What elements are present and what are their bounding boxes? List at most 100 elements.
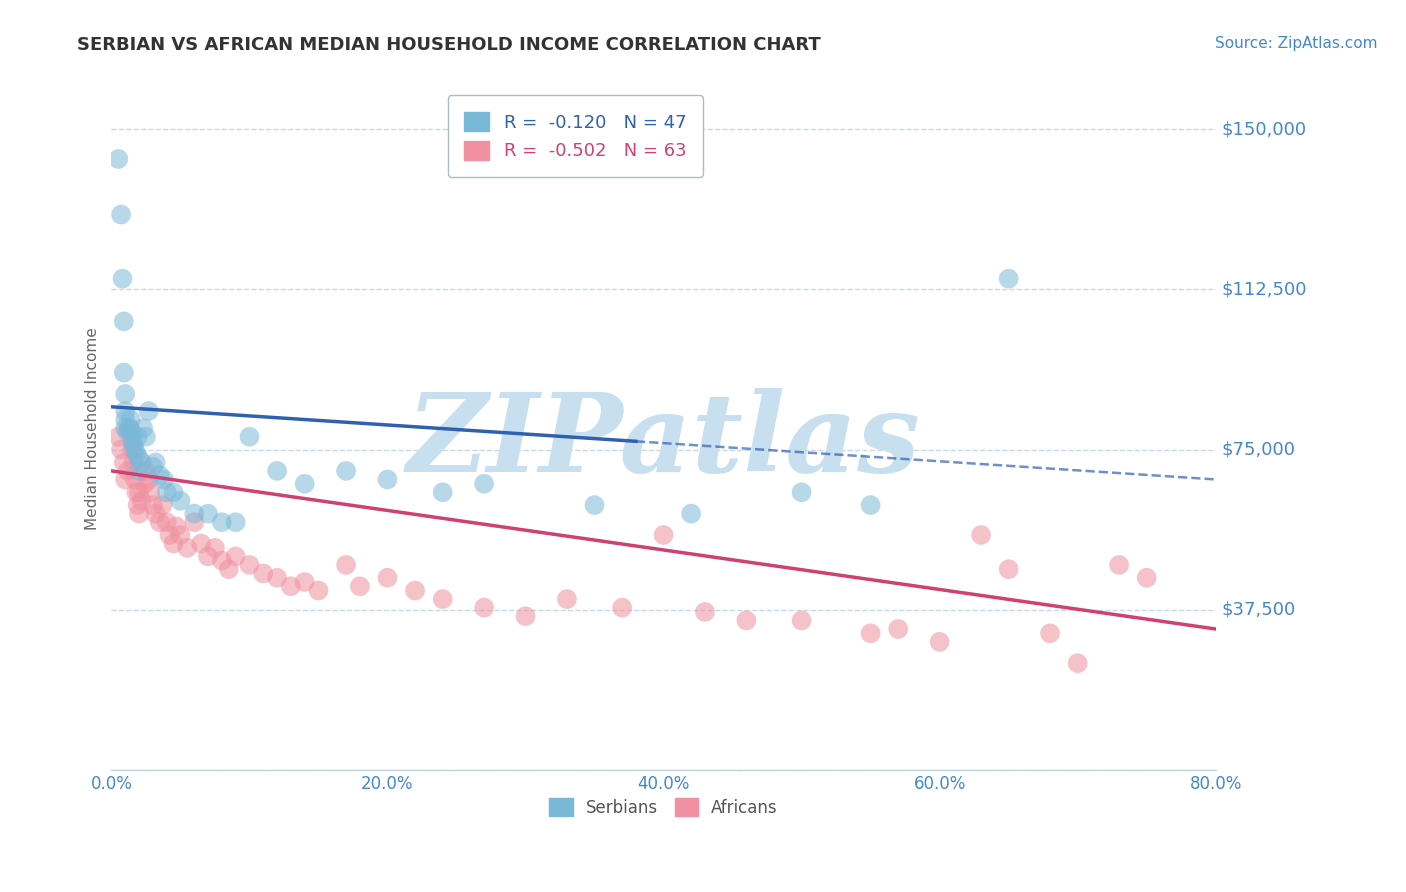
Point	[204, 541, 226, 555]
Point	[112, 366, 135, 380]
Point	[138, 473, 160, 487]
Point	[472, 476, 495, 491]
Point	[112, 314, 135, 328]
Point	[125, 485, 148, 500]
Point	[124, 473, 146, 487]
Point	[110, 208, 132, 222]
Point	[149, 515, 172, 529]
Point	[117, 464, 139, 478]
Point	[122, 438, 145, 452]
Point	[928, 635, 950, 649]
Point	[225, 549, 247, 564]
Point	[135, 430, 157, 444]
Point	[165, 519, 187, 533]
Point	[790, 614, 813, 628]
Point	[114, 387, 136, 401]
Point	[266, 571, 288, 585]
Point	[122, 455, 145, 469]
Point	[294, 476, 316, 491]
Point	[142, 498, 165, 512]
Point	[790, 485, 813, 500]
Point	[117, 425, 139, 440]
Point	[1108, 558, 1130, 572]
Point	[349, 579, 371, 593]
Point	[127, 430, 149, 444]
Point	[859, 626, 882, 640]
Point	[225, 515, 247, 529]
Point	[110, 442, 132, 457]
Point	[138, 404, 160, 418]
Point	[149, 468, 172, 483]
Text: ZIPatlas: ZIPatlas	[406, 388, 921, 496]
Point	[218, 562, 240, 576]
Point	[238, 558, 260, 572]
Point	[693, 605, 716, 619]
Point	[377, 571, 399, 585]
Point	[152, 498, 174, 512]
Point	[128, 485, 150, 500]
Point	[183, 507, 205, 521]
Point	[681, 507, 703, 521]
Point	[127, 498, 149, 512]
Point	[156, 485, 179, 500]
Point	[132, 421, 155, 435]
Point	[118, 421, 141, 435]
Point	[176, 541, 198, 555]
Point	[112, 455, 135, 469]
Point	[118, 421, 141, 435]
Point	[997, 271, 1019, 285]
Point	[197, 507, 219, 521]
Point	[555, 592, 578, 607]
Point	[121, 425, 143, 440]
Point	[107, 430, 129, 444]
Point	[114, 473, 136, 487]
Point	[515, 609, 537, 624]
Text: $112,500: $112,500	[1222, 280, 1306, 298]
Point	[432, 592, 454, 607]
Point	[169, 528, 191, 542]
Point	[859, 498, 882, 512]
Point	[252, 566, 274, 581]
Point	[142, 459, 165, 474]
Point	[211, 554, 233, 568]
Point	[308, 583, 330, 598]
Text: $37,500: $37,500	[1222, 601, 1295, 619]
Point	[335, 464, 357, 478]
Point	[335, 558, 357, 572]
Point	[128, 451, 150, 466]
Point	[114, 404, 136, 418]
Text: Source: ZipAtlas.com: Source: ZipAtlas.com	[1215, 36, 1378, 51]
Point	[887, 622, 910, 636]
Y-axis label: Median Household Income: Median Household Income	[86, 326, 100, 530]
Point	[131, 455, 153, 469]
Point	[583, 498, 606, 512]
Point	[135, 464, 157, 478]
Point	[128, 464, 150, 478]
Point	[1066, 656, 1088, 670]
Point	[128, 507, 150, 521]
Point	[114, 412, 136, 426]
Point	[153, 473, 176, 487]
Point	[107, 152, 129, 166]
Point	[145, 507, 167, 521]
Point	[1039, 626, 1062, 640]
Point	[432, 485, 454, 500]
Point	[266, 464, 288, 478]
Point	[377, 473, 399, 487]
Point	[121, 434, 143, 448]
Point	[970, 528, 993, 542]
Point	[124, 442, 146, 457]
Point	[294, 574, 316, 589]
Point	[111, 271, 134, 285]
Point	[183, 515, 205, 529]
Point	[652, 528, 675, 542]
Point	[125, 447, 148, 461]
Legend: Serbians, Africans: Serbians, Africans	[543, 791, 785, 823]
Point	[404, 583, 426, 598]
Point	[169, 493, 191, 508]
Point	[162, 536, 184, 550]
Point	[162, 485, 184, 500]
Point	[145, 455, 167, 469]
Point	[238, 430, 260, 444]
Text: SERBIAN VS AFRICAN MEDIAN HOUSEHOLD INCOME CORRELATION CHART: SERBIAN VS AFRICAN MEDIAN HOUSEHOLD INCO…	[77, 36, 821, 54]
